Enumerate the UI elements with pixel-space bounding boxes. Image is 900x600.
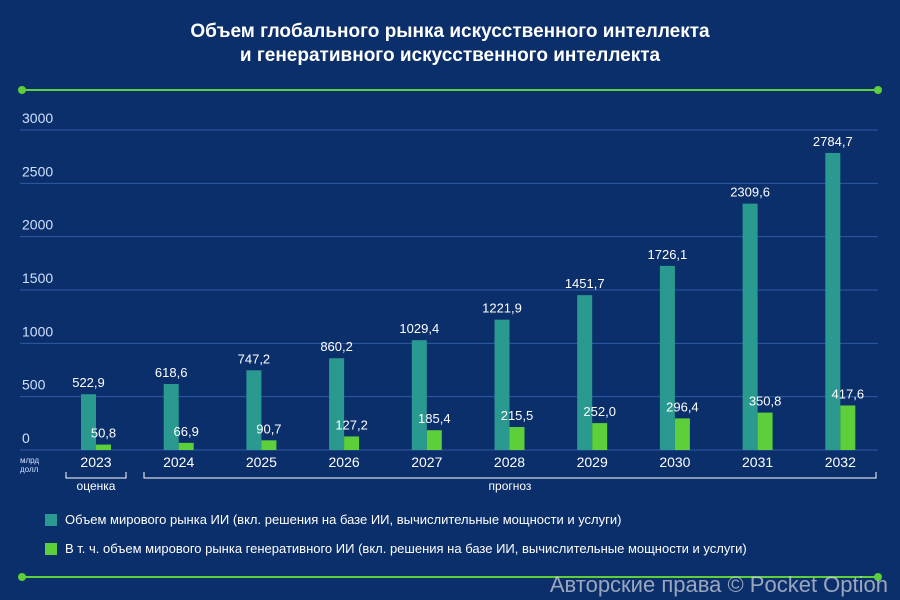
bar-genai-market [674,418,690,450]
bar-genai-market [840,405,856,450]
legend-swatch-green [45,542,57,555]
data-label-ai-market: 747,2 [238,351,271,366]
unit-label-line-1: млрд [20,456,39,465]
chart-title: Объем глобального рынка искусственного и… [0,20,900,68]
data-label-genai-market: 417,6 [832,386,865,401]
data-label-genai-market: 127,2 [335,417,368,432]
data-label-ai-market: 1726,1 [648,247,688,262]
x-tick-label: 2025 [246,454,277,470]
data-label-genai-market: 90,7 [256,421,281,436]
data-label-ai-market: 1221,9 [482,301,522,316]
x-tick-label: 2029 [577,454,608,470]
bottom-divider [18,573,882,581]
y-tick-label: 2000 [22,217,53,233]
x-axis-ticks: 2023 2024 2025 2026 2027 2028 2029 2030 2031 2032 [80,454,856,470]
y-tick-label: 2500 [22,163,53,179]
bar-ai-market [81,394,96,450]
data-labels: 522,9 50,8 618,6 66,9 747,2 90,7 860,2 127,2 102… [72,134,864,441]
y-tick-label: 1500 [22,270,53,286]
data-label-ai-market: 1451,7 [565,276,605,291]
copyright-watermark: Авторские права © Pocket Option [549,572,888,597]
bar-genai-market [592,423,608,450]
bar-ai-market [163,384,179,450]
y-tick-label: 500 [22,377,46,393]
bar-ai-market [659,265,675,450]
data-label-genai-market: 252,0 [583,404,616,419]
legend-label-ai-market: Объем мирового рынка ИИ (вкл. решения на… [65,512,622,527]
data-label-ai-market: 860,2 [320,339,353,354]
x-tick-label: 2028 [494,454,525,470]
bar-ai-market [494,319,510,450]
bar-ai-market [577,295,593,450]
x-tick-label: 2024 [163,454,194,470]
bar-genai-market [426,430,442,450]
bar-ai-market [246,370,262,450]
bar-ai-market [411,340,427,450]
top-divider [18,86,882,94]
unit-label-line-2: долл [20,465,39,474]
data-label-genai-market: 50,8 [91,426,116,441]
grid-lines [20,129,878,451]
legend-item-ai-market: Объем мирового рынка ИИ (вкл. решения на… [45,512,621,527]
data-label-genai-market: 66,9 [174,424,199,439]
x-tick-label: 2032 [825,454,856,470]
period-brackets: оценка прогноз [65,472,877,493]
y-tick-label: 3000 [22,110,53,126]
x-tick-label: 2026 [329,454,360,470]
estimate-bracket [65,472,127,479]
bars [81,152,856,450]
x-tick-label: 2030 [659,454,690,470]
estimate-label: оценка [77,479,116,493]
bar-genai-market [757,412,773,450]
legend-swatch-teal [45,513,57,526]
bar-ai-market [825,152,841,450]
x-tick-label: 2023 [80,454,111,470]
bar-genai-market [509,427,525,450]
data-label-genai-market: 215,5 [501,408,534,423]
bar-genai-market [261,440,277,450]
legend-label-genai-market: В т. ч. объем мирового рынка генеративно… [65,541,747,556]
data-label-ai-market: 1029,4 [399,321,439,336]
bar-ai-market [329,358,345,450]
x-tick-label: 2027 [411,454,442,470]
y-tick-label: 0 [22,430,30,446]
y-axis-ticks: 0 500 1000 1500 2000 2500 3000 [22,110,53,446]
forecast-label: прогноз [489,479,532,493]
data-label-ai-market: 618,6 [155,365,188,380]
data-label-genai-market: 350,8 [749,394,782,409]
chart-title-line-1: Объем глобального рынка искусственного и… [190,21,710,42]
bar-genai-market [96,444,111,450]
chart-title-line-2: и генеративного искусственного интеллект… [239,45,661,66]
bar-ai-market [742,203,758,450]
legend-item-genai-market: В т. ч. объем мирового рынка генеративно… [45,541,747,556]
data-label-genai-market: 296,4 [666,399,699,414]
y-tick-label: 1000 [22,323,53,339]
data-label-ai-market: 2309,6 [730,185,770,200]
data-label-genai-market: 185,4 [418,411,451,426]
data-label-ai-market: 522,9 [72,375,105,390]
x-tick-label: 2031 [742,454,773,470]
bar-genai-market [344,436,360,450]
data-label-ai-market: 2784,7 [813,134,853,149]
forecast-bracket [143,472,877,479]
bar-genai-market [178,442,194,450]
